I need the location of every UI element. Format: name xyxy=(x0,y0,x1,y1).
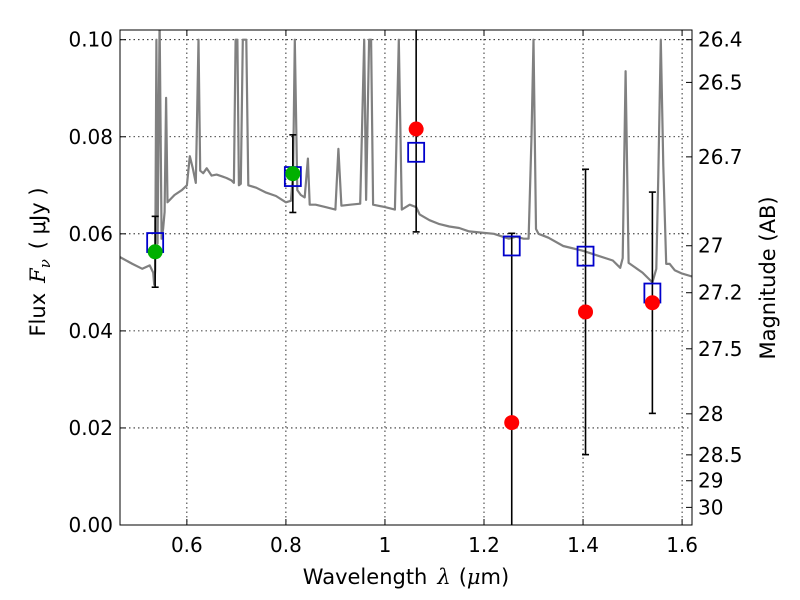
y2-tick-label: 26.4 xyxy=(698,28,743,52)
y2-tick-label: 27.2 xyxy=(698,281,743,305)
x-tick-label: 1.6 xyxy=(666,533,698,557)
y2-tick-label: 26.7 xyxy=(698,145,743,169)
y-tick-label: 0.04 xyxy=(68,319,113,343)
observed-point xyxy=(147,244,163,260)
y2-tick-label: 28.5 xyxy=(698,443,743,467)
model-photometry-square xyxy=(407,141,426,163)
y2-tick-label: 27.5 xyxy=(698,337,743,361)
plot-frame xyxy=(119,29,693,526)
y2-tick-label: 29 xyxy=(698,469,723,493)
model-photometry-square xyxy=(576,245,595,267)
observed-point xyxy=(504,415,520,431)
observed-point xyxy=(408,121,424,137)
x-axis-label: Wavelength λ (μm) xyxy=(303,565,509,589)
y2-tick-label: 28 xyxy=(698,402,723,426)
y-tick-label: 0.00 xyxy=(68,513,113,537)
y2-axis-label: Magnitude (AB) xyxy=(756,196,780,359)
observed-point xyxy=(578,304,594,320)
y-axis-label: FluxFν( μJy ) xyxy=(26,187,54,336)
observed-point xyxy=(285,166,301,182)
x-tick-label: 1.2 xyxy=(468,533,500,557)
model-spectrum-line xyxy=(120,30,692,286)
grid xyxy=(120,30,692,525)
x-tick-label: 1.4 xyxy=(567,533,599,557)
x-tick-label: 0.6 xyxy=(171,533,203,557)
y2-tick-label: 30 xyxy=(698,495,723,519)
y-tick-label: 0.10 xyxy=(68,28,113,52)
y2-tick-label: 27 xyxy=(698,234,723,258)
y-tick-label: 0.06 xyxy=(68,222,113,246)
y-tick-label: 0.08 xyxy=(68,125,113,149)
y-tick-label: 0.02 xyxy=(68,416,113,440)
y2-tick-label: 26.5 xyxy=(698,70,743,94)
plot-area xyxy=(120,30,692,525)
observed-point xyxy=(644,295,660,311)
x-tick-label: 0.8 xyxy=(270,533,302,557)
x-tick-label: 1 xyxy=(379,533,392,557)
model-photometry-square xyxy=(502,235,521,257)
